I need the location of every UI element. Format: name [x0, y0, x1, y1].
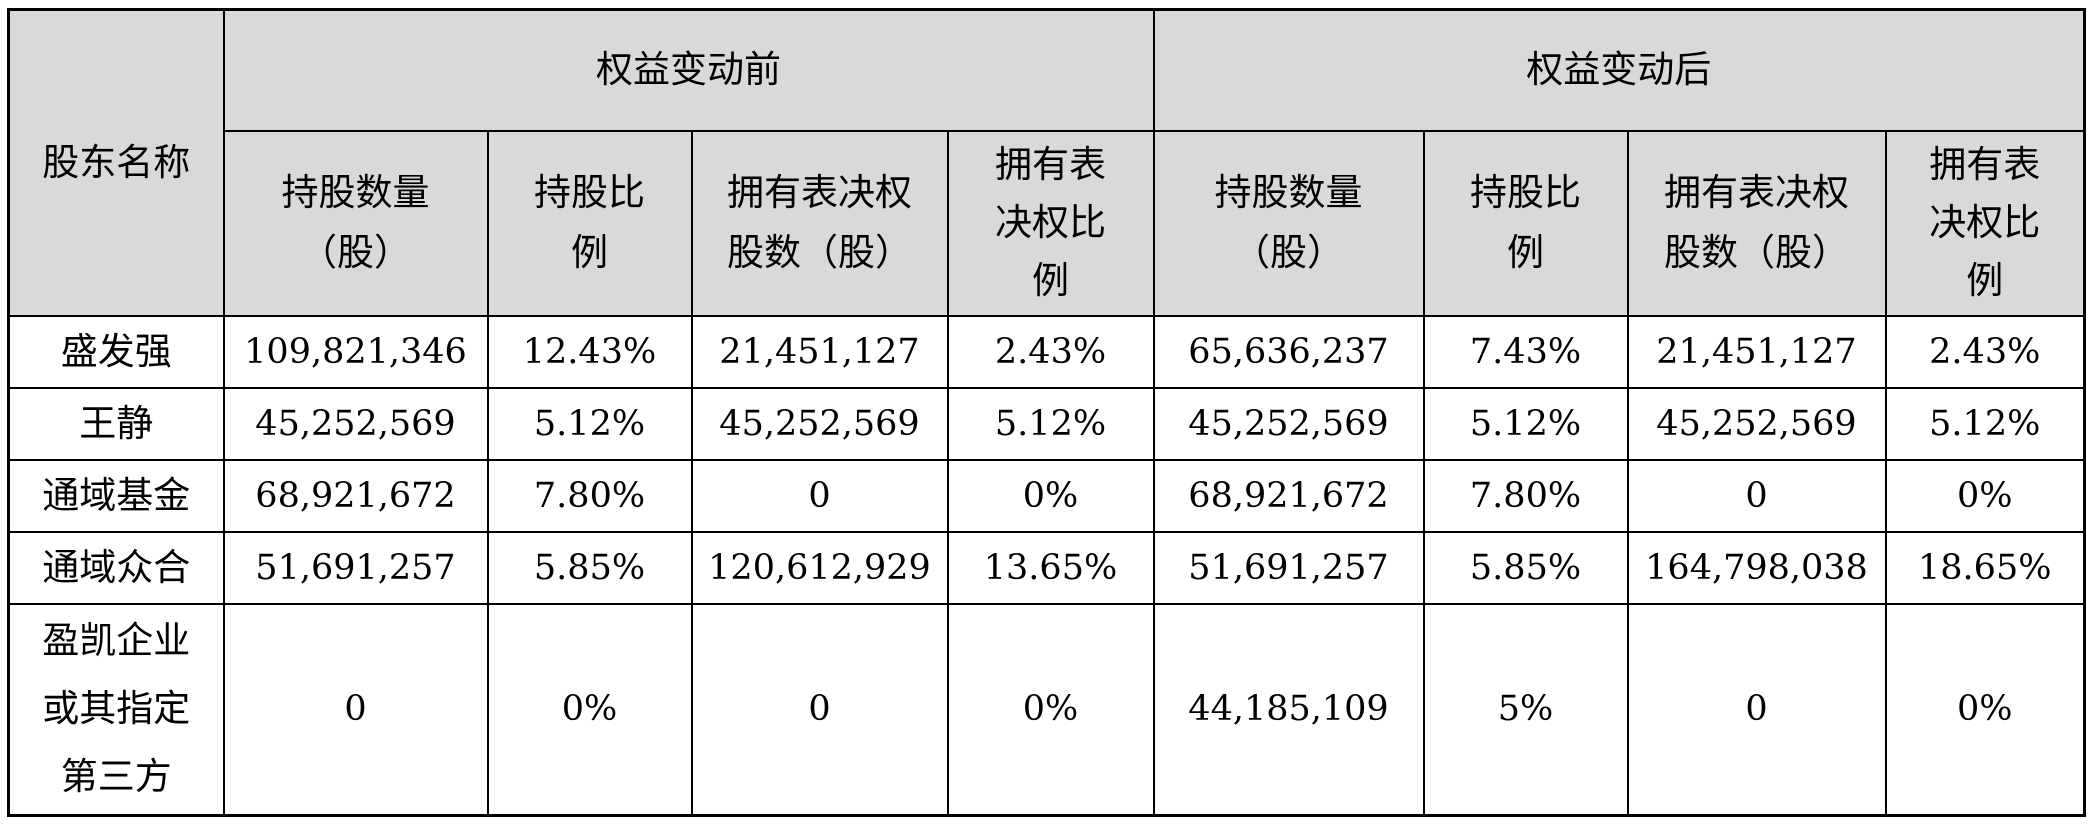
after-shares-cell: 68,921,672: [1152, 458, 1425, 533]
before-voting-ratio-cell: 0%: [946, 458, 1155, 533]
header-before-share-ratio: 持股比例: [486, 129, 693, 317]
table-row: 通域基金 68,921,672 7.80% 0 0% 68,921,672 7.…: [7, 458, 2086, 533]
after-share-ratio-cell: 7.43%: [1422, 314, 1629, 389]
before-voting-ratio-cell: 13.65%: [946, 530, 1155, 605]
before-voting-shares-cell: 0: [690, 602, 949, 817]
before-share-ratio-cell: 7.80%: [486, 458, 693, 533]
table-row: 盛发强 109,821,346 12.43% 21,451,127 2.43% …: [7, 314, 2086, 389]
after-voting-shares-cell: 164,798,038: [1626, 530, 1887, 605]
before-voting-shares-cell: 0: [690, 458, 949, 533]
after-shares-cell: 44,185,109: [1152, 602, 1425, 817]
before-voting-ratio-cell: 0%: [946, 602, 1155, 817]
equity-change-table: 股东名称 权益变动前 权益变动后 持股数量（股） 持股比例 拥有表决权股数（股）…: [7, 8, 2086, 817]
header-before-change: 权益变动前: [222, 8, 1155, 132]
shareholder-name-cell: 王静: [7, 386, 225, 461]
after-voting-ratio-cell: 5.12%: [1884, 386, 2086, 461]
after-shares-cell: 45,252,569: [1152, 386, 1425, 461]
before-voting-ratio-cell: 5.12%: [946, 386, 1155, 461]
shareholder-name-cell: 通域众合: [7, 530, 225, 605]
after-voting-shares-cell: 21,451,127: [1626, 314, 1887, 389]
before-shares-cell: 0: [222, 602, 489, 817]
header-shareholder-name: 股东名称: [7, 8, 225, 317]
after-voting-ratio-cell: 0%: [1884, 458, 2086, 533]
after-share-ratio-cell: 5.85%: [1422, 530, 1629, 605]
header-row-groups: 股东名称 权益变动前 权益变动后: [7, 8, 2086, 317]
after-voting-ratio-cell: 2.43%: [1884, 314, 2086, 389]
header-before-voting-ratio: 拥有表决权比例: [946, 129, 1155, 317]
header-before-voting-shares: 拥有表决权股数（股）: [690, 129, 949, 317]
before-shares-cell: 51,691,257: [222, 530, 489, 605]
after-share-ratio-cell: 5%: [1422, 602, 1629, 817]
after-shares-cell: 65,636,237: [1152, 314, 1425, 389]
after-shares-cell: 51,691,257: [1152, 530, 1425, 605]
before-voting-shares-cell: 21,451,127: [690, 314, 949, 389]
header-after-voting-ratio: 拥有表决权比例: [1884, 129, 2086, 317]
shareholder-name-cell: 盈凯企业或其指定第三方: [7, 602, 225, 817]
before-voting-ratio-cell: 2.43%: [946, 314, 1155, 389]
before-shares-cell: 68,921,672: [222, 458, 489, 533]
table-row: 盈凯企业或其指定第三方 0 0% 0 0% 44,185,109 5% 0 0%: [7, 602, 2086, 817]
before-share-ratio-cell: 5.85%: [486, 530, 693, 605]
header-after-shares: 持股数量（股）: [1152, 129, 1425, 317]
header-after-change: 权益变动后: [1152, 8, 2086, 132]
table-row: 王静 45,252,569 5.12% 45,252,569 5.12% 45,…: [7, 386, 2086, 461]
header-row-columns: 持股数量（股） 持股比例 拥有表决权股数（股） 拥有表决权比例 持股数量（股） …: [9, 129, 2086, 317]
before-share-ratio-cell: 0%: [486, 602, 693, 817]
before-shares-cell: 45,252,569: [222, 386, 489, 461]
before-shares-cell: 109,821,346: [222, 314, 489, 389]
header-before-shares: 持股数量（股）: [222, 129, 489, 317]
shareholder-name-cell: 通域基金: [7, 458, 225, 533]
after-share-ratio-cell: 5.12%: [1422, 386, 1629, 461]
header-after-voting-shares: 拥有表决权股数（股）: [1626, 129, 1887, 317]
before-share-ratio-cell: 12.43%: [486, 314, 693, 389]
before-voting-shares-cell: 45,252,569: [690, 386, 949, 461]
table-row: 通域众合 51,691,257 5.85% 120,612,929 13.65%…: [7, 530, 2086, 605]
after-voting-shares-cell: 0: [1626, 602, 1887, 817]
before-voting-shares-cell: 120,612,929: [690, 530, 949, 605]
header-after-share-ratio: 持股比例: [1422, 129, 1629, 317]
shareholder-name-cell: 盛发强: [7, 314, 225, 389]
after-voting-shares-cell: 0: [1626, 458, 1887, 533]
after-voting-shares-cell: 45,252,569: [1626, 386, 1887, 461]
after-voting-ratio-cell: 18.65%: [1884, 530, 2086, 605]
before-share-ratio-cell: 5.12%: [486, 386, 693, 461]
after-voting-ratio-cell: 0%: [1884, 602, 2086, 817]
after-share-ratio-cell: 7.80%: [1422, 458, 1629, 533]
